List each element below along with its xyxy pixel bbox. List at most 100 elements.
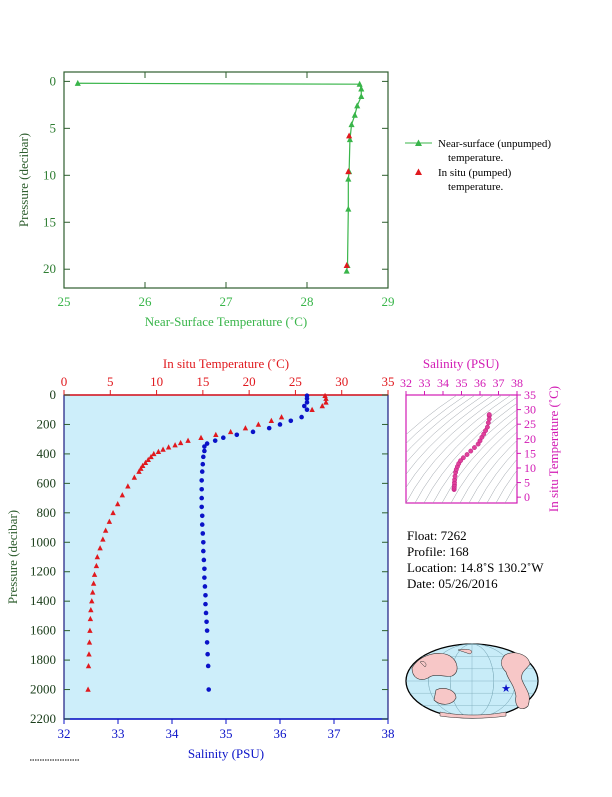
pressure-tick-label: 0 — [50, 387, 57, 402]
salinity-point — [201, 548, 206, 554]
in-situ-temperature-point — [346, 132, 353, 139]
salinity-point — [203, 610, 209, 616]
temperature-point — [268, 417, 275, 424]
temperature-tick-label: 5 — [107, 374, 114, 389]
temperature-point — [89, 589, 96, 595]
salinity-point — [199, 513, 205, 519]
float-location: Location: 14.8˚S 130.2˚W — [407, 560, 544, 575]
temperature-point — [93, 562, 100, 569]
x-tick-label: 28 — [301, 294, 314, 309]
salinity-point — [202, 584, 208, 589]
legend-entry-in-situ-line1: In situ (pumped) — [438, 167, 512, 179]
temperature-point — [86, 651, 92, 657]
density-contour — [406, 395, 512, 503]
ts-point — [458, 458, 463, 464]
near-surface-y-axis-label: Pressure (decibar) — [16, 133, 31, 227]
near-surface-temperature-point — [346, 136, 353, 143]
x-tick-label: 26 — [139, 294, 153, 309]
salinity-point — [234, 432, 240, 438]
density-contour — [450, 423, 517, 503]
temperature-tick-label: 0 — [61, 374, 68, 389]
ts-point — [468, 448, 474, 454]
temperature-point — [97, 545, 103, 551]
salinity-point — [199, 486, 204, 492]
legend-red-triangle-marker — [415, 168, 422, 175]
temperature-point — [142, 459, 149, 465]
temperature-point — [177, 439, 184, 446]
profile-series — [85, 392, 329, 692]
salinity-point — [302, 403, 307, 409]
salinity-point — [304, 400, 310, 405]
temperature-point — [145, 456, 151, 463]
salinity-point — [202, 444, 207, 449]
ts-y-tick-label: 0 — [524, 490, 530, 504]
pressure-tick-label: 1200 — [30, 564, 56, 579]
temperature-point — [114, 500, 121, 507]
temperature-point — [136, 468, 142, 474]
density-contour — [406, 395, 458, 435]
temperature-point — [151, 450, 157, 457]
temperature-tick-label: 30 — [335, 374, 348, 389]
temperature-point — [172, 442, 178, 448]
ts-x-tick-label: 35 — [456, 376, 468, 390]
profile-plot-frame — [63, 394, 389, 720]
temperature-point — [255, 421, 262, 427]
salinity-point — [199, 478, 204, 483]
temperature-point — [106, 518, 113, 524]
salinity-tick-label: 32 — [58, 726, 71, 741]
salinity-point — [199, 522, 205, 527]
salinity-tick-label: 33 — [112, 726, 125, 741]
map-land-australia — [433, 688, 457, 705]
temperature-point — [160, 446, 166, 452]
salinity-point — [212, 438, 218, 443]
density-contour — [495, 469, 517, 503]
pressure-tick-label: 1400 — [30, 593, 56, 608]
salinity-point — [304, 396, 310, 401]
salinity-tick-label: 35 — [220, 726, 233, 741]
temperature-point — [131, 474, 138, 480]
ts-y-tick-label: 15 — [524, 446, 536, 460]
ts-y-tick-label: 25 — [524, 417, 536, 431]
near-surface-temperature-point — [354, 102, 361, 109]
ts-temperature-axis-label: In situ Temperature (˚C) — [546, 386, 561, 512]
temperature-point — [89, 598, 95, 604]
temperature-point — [86, 639, 93, 645]
temperature-axis-label: In situ Temperature (˚C) — [163, 356, 289, 371]
temperature-point — [213, 431, 219, 438]
in-situ-temperature-point — [343, 262, 350, 269]
salinity-tick-label: 38 — [382, 726, 395, 741]
ts-point — [460, 455, 466, 461]
salinity-point — [201, 539, 206, 545]
salinity-point — [204, 640, 210, 645]
near-surface-temperature-point — [351, 111, 358, 118]
salinity-point — [201, 557, 207, 563]
ts-series — [451, 412, 492, 492]
temperature-tick-label: 20 — [243, 374, 256, 389]
legend-green-triangle-marker — [415, 139, 422, 146]
temperature-point — [85, 662, 92, 669]
ts-point — [472, 445, 477, 450]
pressure-tick-label: 800 — [37, 505, 57, 520]
density-contour — [406, 395, 467, 444]
salinity-tick-label: 37 — [328, 726, 342, 741]
density-contour — [504, 482, 517, 503]
salinity-axis-label: Salinity (PSU) — [188, 746, 264, 761]
salinity-point — [201, 454, 206, 460]
density-contour — [477, 449, 517, 503]
ts-y-tick-label: 5 — [524, 476, 530, 490]
density-contour — [406, 395, 485, 464]
map-land-americas — [501, 652, 531, 709]
ts-point — [486, 412, 492, 417]
density-contour — [414, 396, 517, 503]
temperature-point — [323, 399, 329, 405]
temperature-tick-label: 25 — [289, 374, 302, 389]
temperature-point — [165, 444, 172, 450]
temperature-point — [85, 686, 91, 692]
near-surface-plot-frame — [63, 71, 389, 289]
near-surface-series — [74, 79, 365, 274]
salinity-point — [205, 651, 210, 657]
temperature-point — [278, 414, 285, 420]
salinity-point — [200, 461, 206, 467]
profile-axes: 0 5 10 15 20 25 30 35 32 33 34 35 36 37 38 0 200 400 600 80… — [30, 374, 395, 741]
salinity-point — [221, 435, 226, 441]
